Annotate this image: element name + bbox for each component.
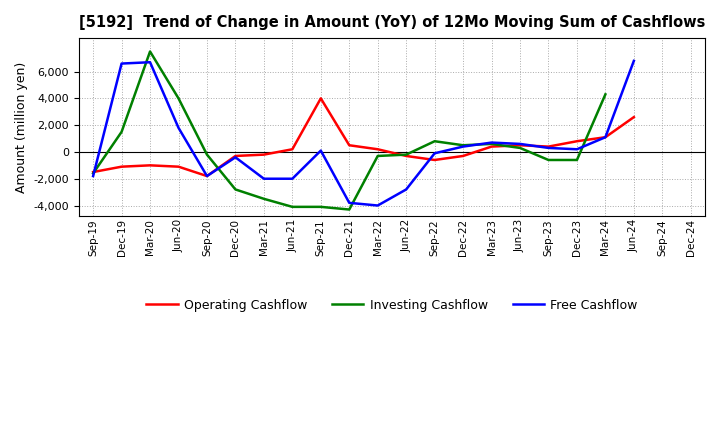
Investing Cashflow: [145, 49, 154, 54]
Free Cashflow: [402, 187, 410, 192]
Investing Cashflow: [572, 158, 581, 163]
Operating Cashflow: [601, 135, 610, 140]
Operating Cashflow: [288, 147, 297, 152]
Operating Cashflow: [345, 143, 354, 148]
Free Cashflow: [260, 176, 269, 181]
Investing Cashflow: [374, 153, 382, 158]
Line: Operating Cashflow: Operating Cashflow: [93, 99, 634, 176]
Free Cashflow: [629, 58, 638, 63]
Free Cashflow: [174, 125, 183, 131]
Line: Free Cashflow: Free Cashflow: [93, 61, 634, 205]
Free Cashflow: [572, 147, 581, 152]
Investing Cashflow: [317, 204, 325, 209]
Investing Cashflow: [459, 143, 467, 148]
Free Cashflow: [89, 173, 97, 179]
Operating Cashflow: [174, 164, 183, 169]
Free Cashflow: [459, 144, 467, 149]
Free Cashflow: [117, 61, 126, 66]
Free Cashflow: [487, 140, 496, 145]
Operating Cashflow: [117, 164, 126, 169]
Operating Cashflow: [89, 169, 97, 175]
Title: [5192]  Trend of Change in Amount (YoY) of 12Mo Moving Sum of Cashflows: [5192] Trend of Change in Amount (YoY) o…: [78, 15, 705, 30]
Operating Cashflow: [431, 158, 439, 163]
Operating Cashflow: [202, 173, 211, 179]
Investing Cashflow: [345, 207, 354, 212]
Investing Cashflow: [487, 141, 496, 147]
Operating Cashflow: [544, 144, 553, 149]
Operating Cashflow: [317, 96, 325, 101]
Investing Cashflow: [601, 92, 610, 97]
Operating Cashflow: [459, 153, 467, 158]
Free Cashflow: [202, 173, 211, 179]
Investing Cashflow: [516, 145, 524, 150]
Operating Cashflow: [572, 139, 581, 144]
Free Cashflow: [288, 176, 297, 181]
Investing Cashflow: [288, 204, 297, 209]
Free Cashflow: [231, 155, 240, 160]
Free Cashflow: [317, 148, 325, 153]
Operating Cashflow: [145, 163, 154, 168]
Operating Cashflow: [516, 143, 524, 148]
Investing Cashflow: [402, 152, 410, 157]
Operating Cashflow: [374, 147, 382, 152]
Free Cashflow: [544, 145, 553, 150]
Free Cashflow: [145, 59, 154, 65]
Legend: Operating Cashflow, Investing Cashflow, Free Cashflow: Operating Cashflow, Investing Cashflow, …: [141, 294, 643, 317]
Investing Cashflow: [174, 96, 183, 101]
Operating Cashflow: [629, 114, 638, 120]
Free Cashflow: [516, 141, 524, 147]
Operating Cashflow: [402, 153, 410, 158]
Investing Cashflow: [260, 196, 269, 202]
Investing Cashflow: [117, 129, 126, 135]
Investing Cashflow: [544, 158, 553, 163]
Investing Cashflow: [89, 171, 97, 176]
Operating Cashflow: [260, 152, 269, 157]
Line: Investing Cashflow: Investing Cashflow: [93, 51, 606, 209]
Free Cashflow: [345, 200, 354, 205]
Investing Cashflow: [431, 139, 439, 144]
Y-axis label: Amount (million yen): Amount (million yen): [15, 62, 28, 193]
Free Cashflow: [601, 135, 610, 140]
Operating Cashflow: [487, 144, 496, 149]
Free Cashflow: [431, 150, 439, 156]
Investing Cashflow: [231, 187, 240, 192]
Operating Cashflow: [231, 153, 240, 158]
Investing Cashflow: [202, 152, 211, 157]
Free Cashflow: [374, 203, 382, 208]
